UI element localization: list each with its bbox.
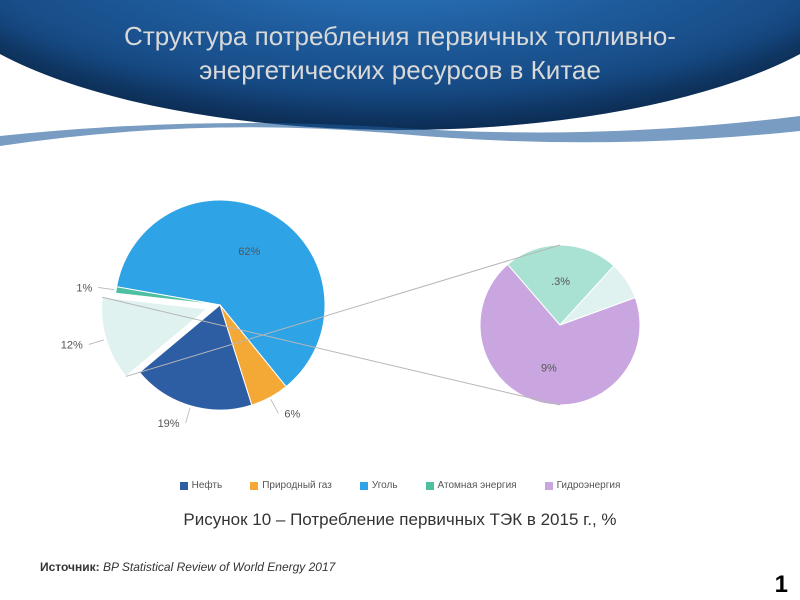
- slide-title: Структура потребления первичных топливно…: [40, 20, 760, 88]
- legend-label: Уголь: [372, 480, 398, 491]
- source-text: BP Statistical Review of World Energy 20…: [100, 560, 336, 574]
- pie-charts-svg: 62% 6% 19% 12% 1% 9% .3%: [60, 190, 740, 480]
- legend-item-oil: Нефть: [180, 480, 223, 491]
- chart-area: 62% 6% 19% 12% 1% 9% .3%: [60, 190, 740, 480]
- legend-swatch: [426, 482, 434, 490]
- legend-item-nuclear: Атомная энергия: [426, 480, 517, 491]
- slice-label-coal: 62%: [238, 246, 260, 258]
- legend-label: Атомная энергия: [438, 480, 517, 491]
- slice-label-gas: 6%: [284, 408, 300, 420]
- source-label: Источник:: [40, 560, 100, 574]
- legend: Нефть Природный газ Уголь Атомная энергия Ги…: [0, 480, 800, 491]
- page-number: 1: [775, 575, 788, 594]
- figure-caption: Рисунок 10 – Потребление первичных ТЭК в…: [0, 510, 800, 530]
- slice-label-oil: 19%: [158, 418, 180, 430]
- slice-label-nuclear: 1%: [76, 282, 92, 294]
- legend-item-hydro: Гидроэнергия: [545, 480, 621, 491]
- slide-header: Структура потребления первичных топливно…: [0, 0, 800, 150]
- legend-swatch: [545, 482, 553, 490]
- legend-swatch: [180, 482, 188, 490]
- legend-swatch: [360, 482, 368, 490]
- legend-label: Природный газ: [262, 480, 332, 491]
- legend-item-gas: Природный газ: [250, 480, 332, 491]
- legend-item-coal: Уголь: [360, 480, 398, 491]
- legend-swatch: [250, 482, 258, 490]
- header-wave: [0, 116, 800, 156]
- legend-label: Гидроэнергия: [557, 480, 621, 491]
- sub-slice-label-nuclear: .3%: [551, 276, 570, 288]
- sub-slice-label-hydro: 9%: [541, 363, 557, 375]
- slice-label-other: 12%: [61, 339, 83, 351]
- legend-label: Нефть: [192, 480, 223, 491]
- source-line: Источник: BP Statistical Review of World…: [40, 560, 335, 574]
